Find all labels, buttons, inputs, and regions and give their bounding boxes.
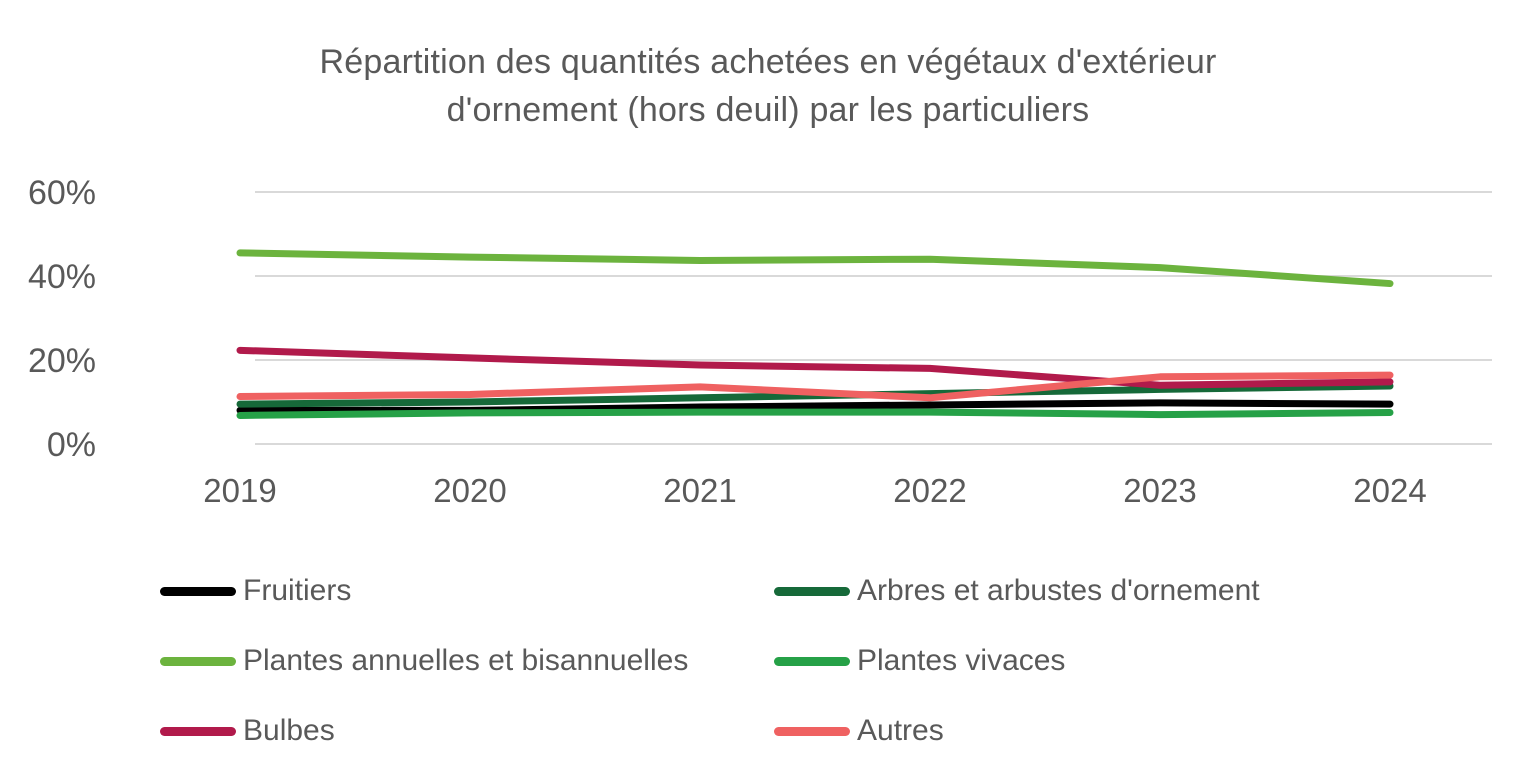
- legend-label-plantes-vivaces: Plantes vivaces: [857, 644, 1066, 677]
- chart-title: Répartition des quantités achetées en vé…: [0, 38, 1536, 135]
- legend-label-arbres-et-arbustes-d-ornement: Arbres et arbustes d'ornement: [857, 574, 1260, 607]
- legend-swatch-fruitiers: [160, 586, 236, 596]
- x-tick-label-2019: 2019: [203, 472, 276, 509]
- y-tick-label-20: 20%: [28, 342, 96, 380]
- legend-label-fruitiers: Fruitiers: [243, 574, 352, 607]
- legend-item-plantes-annuelles-et-bisannuelles[interactable]: Plantes annuelles et bisannuelles: [160, 644, 774, 678]
- legend-swatch-autres: [774, 726, 850, 736]
- y-tick-label-40: 40%: [28, 258, 96, 296]
- x-tick-label-2024: 2024: [1353, 472, 1426, 509]
- legend-label-plantes-annuelles-et-bisannuelles: Plantes annuelles et bisannuelles: [243, 644, 689, 677]
- chart-legend: Fruitiers Arbres et arbustes d'ornement Pl…: [160, 556, 1500, 766]
- y-tick-label-0: 0%: [47, 426, 96, 464]
- legend-item-autres[interactable]: Autres: [774, 714, 944, 748]
- legend-swatch-arbres-et-arbustes-d-ornement: [774, 586, 850, 596]
- series-line-autres: [236, 371, 1394, 402]
- series-line-plantes-annuelles-et-bisannuelles: [236, 249, 1394, 288]
- legend-label-autres: Autres: [857, 714, 944, 747]
- chart-title-line1: Répartition des quantités achetées en vé…: [319, 43, 1217, 81]
- legend-item-arbres-et-arbustes-d-ornement[interactable]: Arbres et arbustes d'ornement: [774, 574, 1260, 608]
- series-line-bulbes: [236, 346, 1394, 389]
- legend-swatch-plantes-annuelles-et-bisannuelles: [160, 656, 236, 666]
- legend-swatch-plantes-vivaces: [774, 656, 850, 666]
- x-tick-label-2020: 2020: [433, 472, 506, 509]
- legend-swatch-bulbes: [160, 726, 236, 736]
- legend-row: Bulbes Autres: [160, 696, 1500, 766]
- legend-item-bulbes[interactable]: Bulbes: [160, 714, 774, 748]
- y-tick-label-60: 60%: [28, 174, 96, 212]
- legend-item-plantes-vivaces[interactable]: Plantes vivaces: [774, 644, 1065, 678]
- legend-row: Fruitiers Arbres et arbustes d'ornement: [160, 556, 1500, 626]
- x-tick-label-2021: 2021: [663, 472, 736, 509]
- chart-title-line2: d'ornement (hors deuil) par les particul…: [446, 91, 1090, 130]
- legend-row: Plantes annuelles et bisannuelles Plantes…: [160, 626, 1500, 696]
- series-line-plantes-vivaces: [236, 408, 1394, 419]
- x-tick-label-2023: 2023: [1123, 472, 1196, 509]
- legend-label-bulbes: Bulbes: [243, 714, 335, 747]
- x-tick-label-2022: 2022: [893, 472, 966, 509]
- legend-item-fruitiers[interactable]: Fruitiers: [160, 574, 774, 608]
